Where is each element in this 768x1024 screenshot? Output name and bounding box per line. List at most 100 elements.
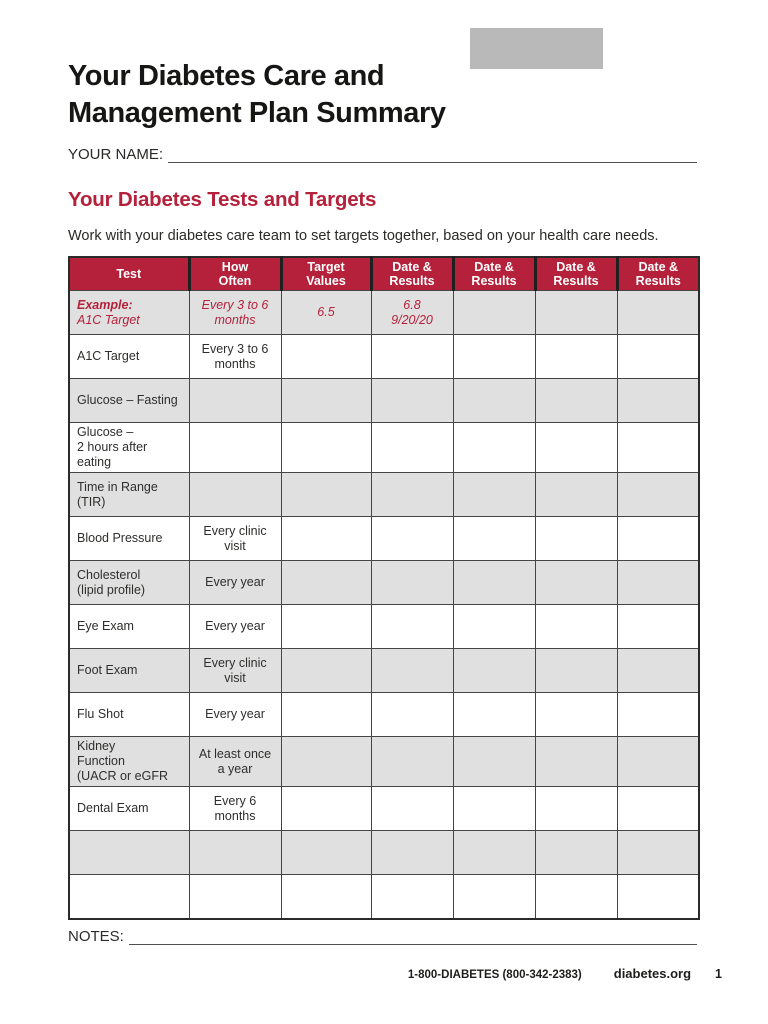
notes-input-line[interactable] [128,929,697,945]
cell-date-results[interactable] [370,378,454,423]
cell-date-results[interactable] [452,692,536,737]
cell-date-results[interactable] [452,334,536,379]
table-row [68,830,700,875]
cell-target-values[interactable] [280,736,372,787]
cell-date-results[interactable] [452,648,536,693]
your-name-input-line[interactable] [168,147,697,163]
cell-date-results[interactable] [616,516,700,561]
cell-how-often[interactable] [188,472,282,517]
footer-phone: 1-800-DIABETES (800-342-2383) [407,969,582,981]
cell-date-results[interactable] [616,378,700,423]
cell-test: Glucose –2 hours after eating [68,422,190,473]
cell-date-results[interactable] [370,422,454,473]
cell-date-results[interactable] [370,830,454,875]
cell-target-values[interactable] [280,692,372,737]
cell-test: Kidney Function (UACR or eGFR [68,736,190,787]
cell-date-results[interactable] [452,874,536,919]
cell-date-results[interactable] [616,648,700,693]
footer-website: diabetes.org [613,966,692,981]
cell-date-results[interactable] [616,334,700,379]
cell-target-values[interactable] [280,422,372,473]
cell-date-results[interactable] [452,736,536,787]
cell-date-results[interactable] [370,692,454,737]
cell-how-often[interactable] [188,378,282,423]
cell-test: Glucose – Fasting [68,378,190,423]
cell-date-results[interactable] [534,422,618,473]
cell-date-results[interactable] [370,334,454,379]
cell-date-results[interactable] [370,516,454,561]
cell-target-values[interactable] [280,560,372,605]
table-row: Glucose – Fasting [68,378,700,423]
cell-date-results[interactable] [370,560,454,605]
cell-date-results[interactable] [534,334,618,379]
cell-test: A1C Target [68,334,190,379]
cell-date-results[interactable] [370,604,454,649]
cell-date-results[interactable] [534,378,618,423]
cell-date-results[interactable] [616,560,700,605]
cell-date-results[interactable] [452,830,536,875]
cell-date-results[interactable] [616,874,700,919]
cell-date-results[interactable] [616,422,700,473]
cell-date-results[interactable] [370,786,454,831]
cell-date-results[interactable] [534,472,618,517]
table-row: Foot Exam Every clinic visit [68,648,700,693]
cell-date-results[interactable] [370,472,454,517]
cell-date-results[interactable] [370,874,454,919]
cell-date-results[interactable] [616,830,700,875]
your-name-row: YOUR NAME: [68,146,697,163]
column-header-date-results-1: Date & Results [369,257,453,291]
cell-how-often[interactable] [188,830,282,875]
cell-date-results[interactable] [534,648,618,693]
cell-target-values[interactable] [280,830,372,875]
cell-date-results[interactable] [534,692,618,737]
table-row [68,874,700,919]
table-row: Dental Exam Every 6 months [68,786,700,831]
table-row: Blood Pressure Every clinic visit [68,516,700,561]
cell-date-results[interactable] [534,786,618,831]
cell-test: Eye Exam [68,604,190,649]
cell-test: Flu Shot [68,692,190,737]
cell-date-results[interactable] [616,786,700,831]
cell-target-values[interactable] [280,472,372,517]
cell-date-results[interactable] [534,736,618,787]
cell-date-results[interactable] [452,290,536,335]
cell-target-values[interactable] [280,786,372,831]
cell-target-values[interactable] [280,604,372,649]
cell-date-results[interactable] [616,472,700,517]
cell-date-results[interactable] [534,516,618,561]
page-number: 1 [715,967,722,981]
cell-date-results[interactable] [452,604,536,649]
cell-date-results[interactable] [534,604,618,649]
cell-date-results[interactable] [452,560,536,605]
cell-date-results[interactable] [452,516,536,561]
cell-target-values[interactable] [280,648,372,693]
logo-placeholder [470,28,603,69]
cell-date-results[interactable] [452,378,536,423]
page-title: Your Diabetes Care and Management Plan S… [68,58,446,132]
cell-date-results[interactable] [616,736,700,787]
cell-date-results[interactable] [534,290,618,335]
cell-how-often[interactable] [188,874,282,919]
cell-target-values[interactable] [280,334,372,379]
cell-test[interactable] [68,830,190,875]
cell-date-results[interactable] [534,874,618,919]
cell-date-results[interactable] [616,692,700,737]
cell-target-values[interactable] [280,378,372,423]
cell-date-results[interactable] [370,736,454,787]
cell-date-results[interactable] [452,786,536,831]
cell-target-values[interactable] [280,516,372,561]
column-header-target-values: Target Values [279,257,371,291]
cell-how-often[interactable] [188,422,282,473]
cell-date-results[interactable] [616,290,700,335]
cell-target-values[interactable] [280,874,372,919]
cell-test: Dental Exam [68,786,190,831]
cell-date-results[interactable] [452,472,536,517]
cell-date-results[interactable] [534,560,618,605]
cell-test: Foot Exam [68,648,190,693]
cell-test[interactable] [68,874,190,919]
cell-date-results[interactable] [616,604,700,649]
cell-date-results[interactable] [534,830,618,875]
page-footer: 1-800-DIABETES (800-342-2383) diabetes.o… [408,966,722,981]
cell-date-results[interactable] [370,648,454,693]
cell-date-results[interactable] [452,422,536,473]
